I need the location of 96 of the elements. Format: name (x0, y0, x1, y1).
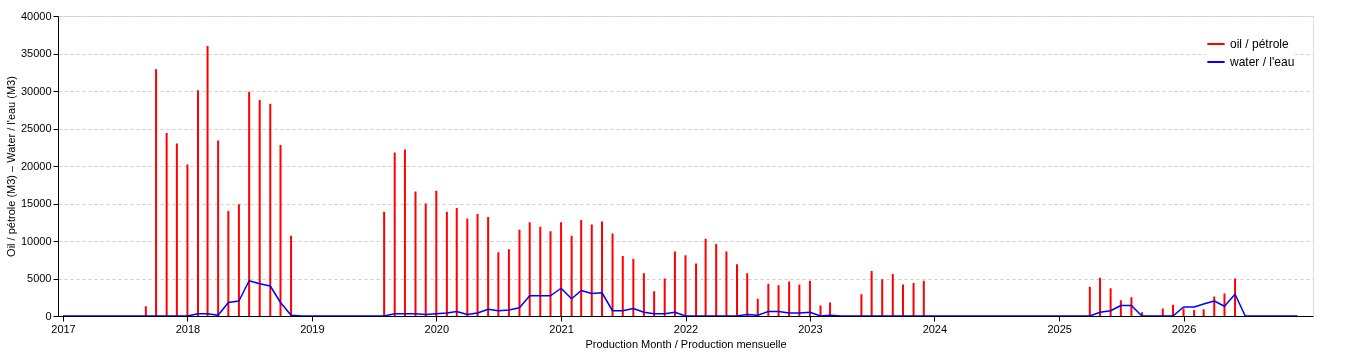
bar (735, 264, 738, 316)
bar (673, 251, 676, 316)
bar (600, 221, 603, 316)
bar (1130, 297, 1133, 316)
bar (767, 283, 770, 316)
x-tick-label: 2019 (300, 322, 325, 335)
x-tick-label: 2022 (673, 322, 699, 335)
y-tick-label: 30000 (20, 84, 52, 97)
bar (590, 224, 593, 316)
bar (777, 285, 780, 316)
bar (725, 251, 728, 316)
line-series (62, 280, 1299, 316)
bar (206, 46, 209, 316)
bar (258, 100, 261, 316)
x-tick-label: 2020 (424, 322, 450, 335)
bar (528, 222, 531, 316)
bar (912, 283, 915, 316)
bar (621, 256, 624, 316)
bar (746, 273, 749, 316)
bar (414, 191, 417, 316)
y-tick-label: 15000 (20, 197, 52, 209)
bar (217, 140, 220, 316)
bar (695, 263, 698, 316)
bar (1099, 277, 1102, 316)
bar (393, 152, 396, 316)
bar (227, 211, 230, 316)
bar (798, 284, 801, 316)
x-tick-label: 2018 (175, 322, 201, 335)
bar (560, 222, 563, 316)
bar (684, 255, 687, 316)
bar (881, 279, 884, 316)
bar (155, 69, 158, 316)
bar (891, 274, 894, 316)
bar (1193, 310, 1196, 316)
bar (507, 249, 510, 316)
bar (445, 211, 448, 316)
bar (144, 306, 147, 316)
bar (237, 204, 240, 316)
y-tick-label: 25000 (20, 122, 52, 134)
bar (290, 235, 293, 316)
bar (1088, 286, 1091, 316)
bar (704, 238, 707, 316)
x-axis-title: Production Month / Production mensuelle (585, 337, 787, 350)
bar (424, 203, 427, 316)
bar (860, 294, 863, 316)
bar (1119, 300, 1122, 316)
y-tick-label: 40000 (20, 9, 52, 22)
y-tick-label: 10000 (20, 234, 52, 247)
bar (663, 278, 666, 316)
y-tick-label: 20000 (20, 159, 52, 172)
y-axis-title: Oil / pétrole (M3) – Water / l'eau (M3) (4, 76, 17, 257)
bar (487, 217, 490, 316)
bar (549, 231, 552, 316)
bar (186, 164, 189, 316)
bar (570, 235, 573, 316)
y-tick-label: 35000 (20, 47, 52, 59)
bar (1182, 308, 1185, 316)
bar (175, 143, 178, 316)
bar (808, 280, 811, 316)
x-tick-label: 2017 (51, 322, 76, 335)
bar (476, 214, 479, 316)
bar (642, 273, 645, 316)
bar (611, 233, 614, 316)
x-tick-label: 2025 (1047, 322, 1072, 335)
bar (902, 284, 904, 316)
bar (165, 133, 168, 316)
bar (435, 190, 438, 316)
bar (1202, 309, 1205, 316)
x-tick-label: 2024 (922, 322, 948, 335)
bar (1234, 278, 1237, 316)
bar (715, 244, 718, 316)
bar (518, 229, 521, 316)
x-tick-label: 2023 (798, 322, 823, 335)
legend-label: water / l'eau (1229, 55, 1295, 69)
legend-label: oil / pétrole (1230, 37, 1290, 51)
bar (269, 103, 272, 316)
bar (248, 91, 251, 316)
bar (539, 226, 542, 316)
bar (632, 259, 635, 316)
bar (580, 220, 583, 316)
bar (403, 149, 406, 316)
x-tick-label: 2021 (549, 322, 574, 335)
bar (788, 281, 791, 316)
bar (1109, 288, 1112, 316)
bar (279, 145, 282, 316)
bar (455, 208, 458, 316)
bar (197, 90, 199, 316)
bar (653, 291, 656, 316)
y-tick-label: 5000 (27, 272, 52, 284)
y-tick-label: 0 (45, 309, 52, 322)
bar (383, 211, 386, 316)
bar (466, 218, 469, 316)
bar (922, 280, 925, 316)
bar (497, 252, 500, 316)
bar (870, 271, 873, 316)
x-tick-label: 2026 (1171, 322, 1197, 335)
